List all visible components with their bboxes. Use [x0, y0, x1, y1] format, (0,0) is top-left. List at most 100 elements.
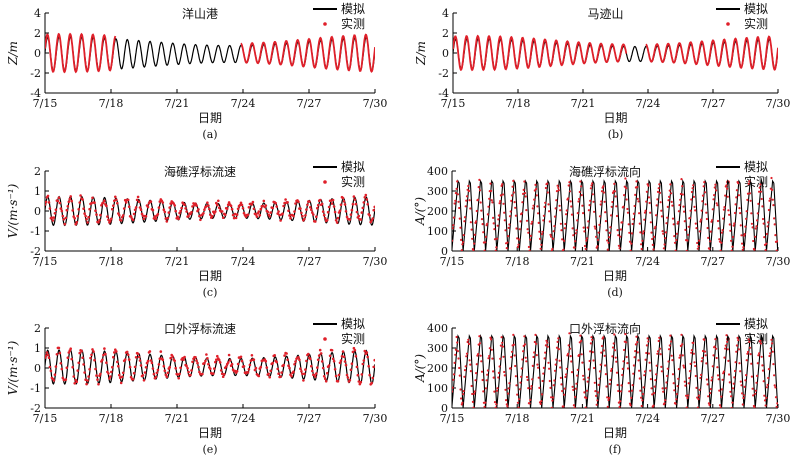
- measured-point: [603, 354, 606, 357]
- measured-point: [738, 207, 741, 210]
- measured-point: [535, 342, 538, 345]
- measured-point: [739, 380, 742, 383]
- measured-point: [730, 395, 733, 398]
- measured-point: [138, 359, 142, 362]
- measured-point: [592, 359, 595, 362]
- measured-point: [717, 378, 720, 381]
- measured-point: [768, 354, 771, 358]
- measured-point: [236, 362, 240, 366]
- measured-point: [733, 222, 736, 225]
- measured-point: [546, 345, 549, 348]
- measured-point: [666, 374, 669, 378]
- measured-point: [80, 349, 83, 353]
- measured-point: [46, 353, 50, 357]
- measured-point: [166, 371, 170, 375]
- measured-point: [711, 208, 714, 211]
- measured-point: [265, 366, 269, 369]
- measured-point: [305, 359, 308, 363]
- measured-point: [189, 373, 192, 377]
- measured-point: [743, 394, 746, 397]
- measured-point: [632, 218, 635, 221]
- measured-point: [99, 372, 102, 376]
- measured-point: [629, 404, 632, 407]
- measured-point: [85, 218, 88, 221]
- measured-point: [281, 212, 284, 215]
- measured-point: [554, 363, 557, 366]
- measured-point: [103, 199, 106, 202]
- measured-point: [522, 344, 525, 347]
- measured-point: [468, 359, 471, 362]
- measured-point: [240, 359, 244, 363]
- measured-point: [576, 212, 579, 215]
- measured-point: [515, 384, 518, 387]
- measured-point: [773, 384, 776, 387]
- measured-point: [359, 218, 363, 221]
- measured-point: [557, 189, 561, 192]
- y-tick-label: 400: [427, 165, 448, 178]
- measured-point: [596, 399, 599, 402]
- measured-point: [555, 199, 558, 202]
- measured-point: [338, 209, 342, 212]
- measured-point: [564, 375, 567, 379]
- measured-point: [339, 203, 343, 206]
- measured-point: [763, 236, 766, 239]
- measured-point: [321, 366, 325, 370]
- measured-point: [681, 343, 684, 346]
- measured-point: [111, 365, 114, 369]
- measured-point: [652, 248, 655, 251]
- measured-point: [45, 200, 48, 204]
- measured-point: [569, 200, 572, 203]
- plot-area: [452, 332, 778, 408]
- measured-point: [69, 347, 72, 351]
- measured-point: [655, 364, 658, 367]
- measured-point: [71, 209, 74, 212]
- measured-point: [495, 246, 498, 249]
- measured-point: [589, 187, 593, 190]
- measured-point: [207, 204, 210, 207]
- measured-point: [557, 348, 561, 351]
- y-tick-label: 4: [442, 7, 449, 20]
- measured-point: [227, 201, 231, 204]
- measured-point: [716, 204, 719, 207]
- chart-title: 洋山港: [182, 6, 218, 21]
- measured-point: [352, 195, 356, 198]
- measured-point: [217, 358, 221, 362]
- measured-point: [215, 201, 218, 205]
- measured-point: [311, 369, 314, 373]
- measured-point: [759, 190, 763, 193]
- measured-point: [596, 391, 600, 394]
- measured-point: [571, 385, 574, 388]
- measured-point: [455, 187, 458, 190]
- measured-point: [315, 215, 318, 218]
- plot-area: [45, 32, 375, 74]
- measured-point: [341, 196, 345, 200]
- measured-point: [360, 373, 364, 376]
- measured-point: [625, 355, 628, 359]
- measured-point: [607, 241, 610, 244]
- measured-point: [718, 389, 721, 392]
- measured-point: [465, 355, 468, 358]
- measured-point: [473, 390, 476, 393]
- measured-point: [187, 214, 190, 218]
- measured-point: [624, 333, 627, 336]
- y-tick-label: -4: [438, 87, 449, 100]
- measured-point: [754, 389, 757, 392]
- measured-point: [54, 208, 58, 211]
- measured-point: [640, 247, 643, 251]
- measured-point: [767, 376, 770, 380]
- measured-point: [322, 375, 326, 378]
- measured-point: [574, 387, 578, 390]
- measured-point: [730, 406, 733, 408]
- measured-point: [542, 219, 545, 222]
- measured-point: [619, 390, 623, 393]
- measured-point: [86, 221, 89, 224]
- measured-point: [689, 362, 692, 365]
- measured-point: [648, 201, 651, 205]
- measured-point: [138, 206, 142, 209]
- measured-point: [454, 192, 457, 195]
- measured-series-segment-0: [453, 34, 628, 72]
- measured-point: [606, 248, 609, 251]
- measured-point: [760, 197, 763, 201]
- measured-point: [194, 356, 197, 359]
